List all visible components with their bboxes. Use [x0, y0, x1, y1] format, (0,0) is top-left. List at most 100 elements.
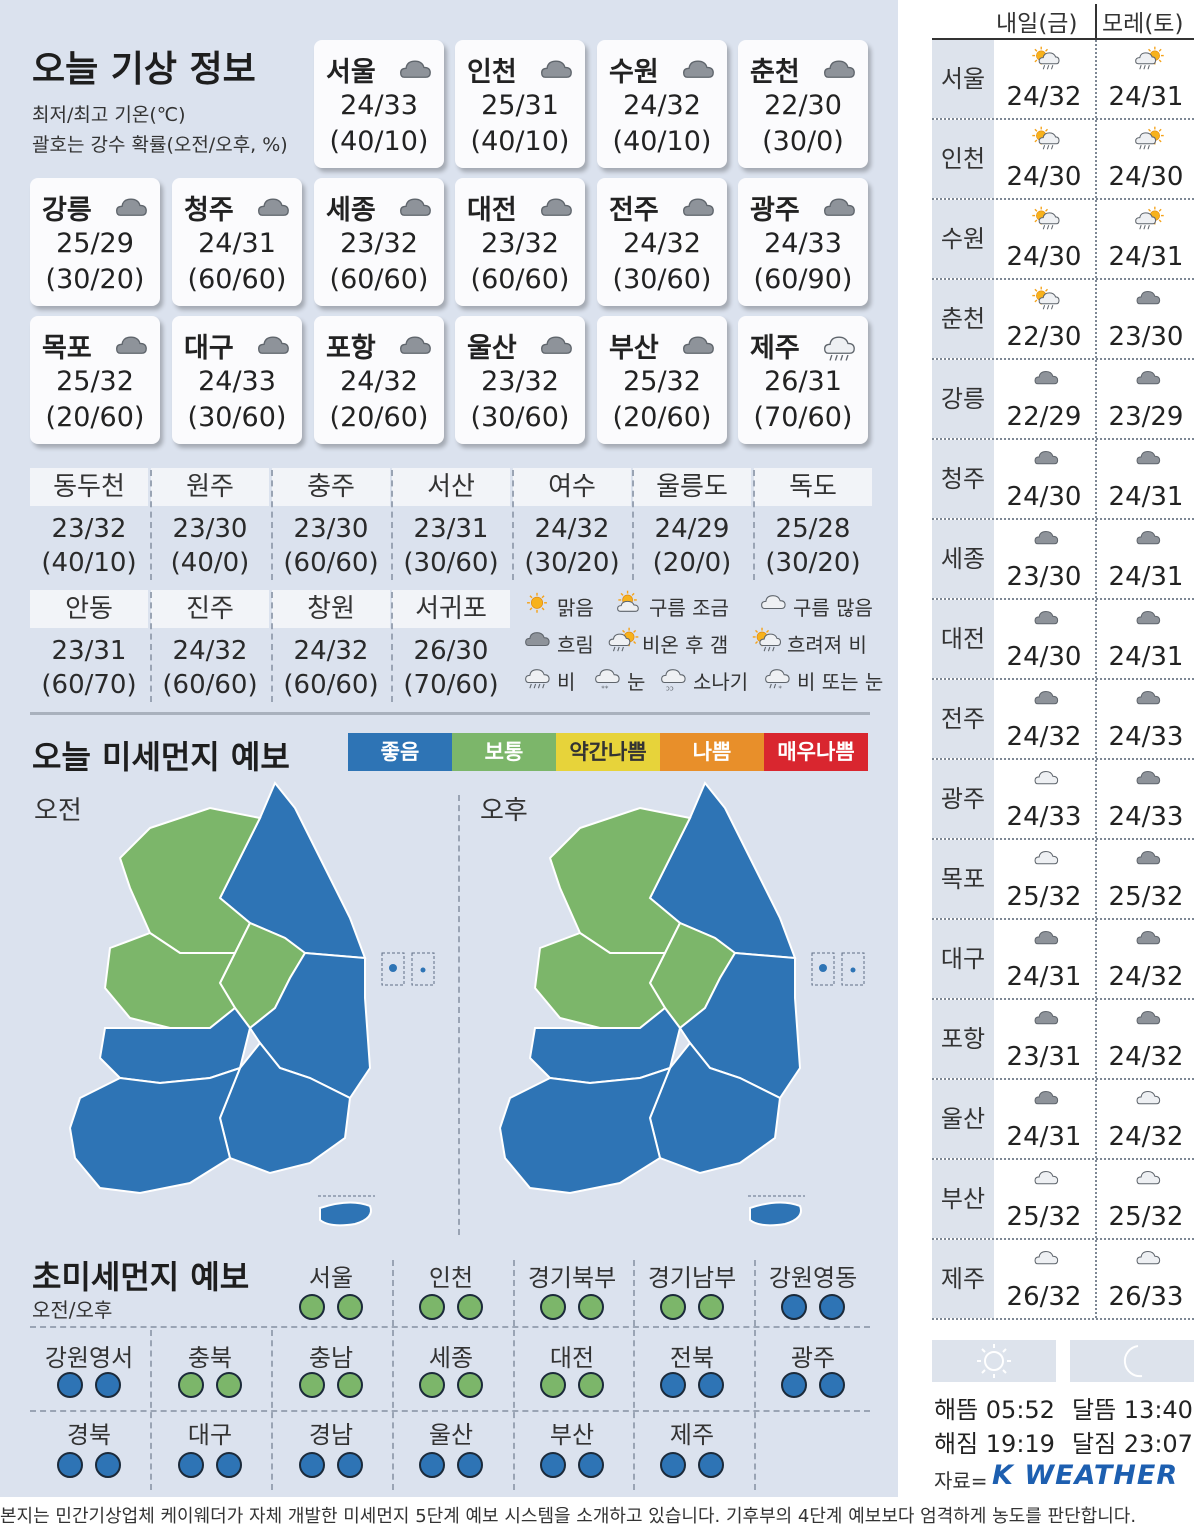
grid-city-prob: (60/60)	[162, 670, 258, 700]
pm25-region-name: 충남	[308, 1344, 354, 1372]
city-prob: (30/0)	[762, 126, 844, 157]
forecast-temp: 24/32	[1108, 962, 1184, 992]
pm25-pm-dot	[337, 1372, 363, 1398]
pm25-am-dot	[299, 1372, 325, 1398]
forecast-city: 서울	[932, 40, 994, 118]
forecast-tomorrow: 23/30	[994, 520, 1094, 598]
forecast-city: 부산	[932, 1160, 994, 1238]
grid-city: 독도 25/28 (30/20)	[754, 468, 872, 580]
sun-rain-icon	[1030, 126, 1062, 156]
source-prefix: 자료=	[934, 1469, 988, 1493]
pm25-dots	[633, 1452, 751, 1478]
forecast-day-after: 24/31	[1096, 520, 1196, 598]
city-prob: (20/60)	[45, 402, 145, 433]
cloud-outline-icon	[1132, 1246, 1164, 1276]
forecast-temp: 24/30	[1108, 162, 1184, 192]
legend-rain-sun: 비온 후 갬	[605, 627, 728, 659]
cloud-icon	[1030, 926, 1062, 956]
pm25-dots	[392, 1294, 510, 1320]
forecast-tomorrow: 25/32	[994, 1160, 1094, 1238]
ulleung-island	[819, 964, 827, 972]
sun-icon	[977, 1344, 1011, 1378]
grid-city-temp: 25/28	[775, 514, 851, 544]
sun-box	[932, 1340, 1056, 1382]
pm25-dots	[633, 1294, 751, 1320]
grid-city-name: 동두천	[30, 468, 148, 506]
cloud-icon	[1030, 446, 1062, 476]
forecast-temp: 24/31	[1006, 1122, 1082, 1152]
dust-map-pm	[498, 781, 865, 1227]
grid-city-temp: 24/29	[654, 514, 730, 544]
pm25-dots	[151, 1372, 269, 1398]
forecast-city: 제주	[932, 1240, 994, 1318]
grid-city: 창원 24/32 (60/60)	[272, 590, 390, 702]
city-temp: 23/32	[340, 228, 418, 259]
pm25-am-dot	[660, 1452, 686, 1478]
forecast-day-after: 24/33	[1096, 680, 1196, 758]
forecast-sep	[1095, 360, 1097, 438]
pm25-region-name: 경남	[308, 1421, 354, 1449]
forecast-sep	[1095, 40, 1097, 118]
forecast-tomorrow: 24/30	[994, 600, 1094, 678]
pm25-am-dot	[540, 1452, 566, 1478]
cloud-outline-icon	[756, 590, 790, 622]
sleet-icon: *	[760, 664, 794, 696]
forecast-tomorrow: 26/32	[994, 1240, 1094, 1318]
forecast-city: 인천	[932, 120, 994, 198]
pm25-divider	[392, 1260, 394, 1326]
city-prob: (40/10)	[329, 126, 429, 157]
moonset: 달짐 23:07	[1072, 1430, 1193, 1458]
dust-title: 오늘 미세먼지 예보	[32, 738, 290, 776]
cloud-icon	[394, 330, 436, 368]
pm25-pm-dot	[216, 1452, 242, 1478]
city-card: 대구 24/33 (30/60)	[172, 316, 302, 444]
pm25-dots	[513, 1294, 631, 1320]
legend-label: 구름 많음	[793, 595, 873, 620]
forecast-temp: 24/30	[1006, 162, 1082, 192]
city-temp: 22/30	[764, 90, 842, 121]
cloud-icon	[1132, 686, 1164, 716]
pm25-region-name: 전북	[669, 1344, 715, 1372]
grid-city-prob: (40/0)	[170, 548, 250, 578]
forecast-temp: 25/32	[1006, 1202, 1082, 1232]
pm25-dots	[633, 1372, 751, 1398]
pm25-dots	[754, 1294, 872, 1320]
legend-cloud-outline: 구름 많음	[756, 590, 873, 622]
pm25-dots	[513, 1452, 631, 1478]
grid-city-prob: (60/70)	[41, 670, 137, 700]
pm25-region-name: 제주	[669, 1421, 715, 1449]
city-prob: (20/60)	[612, 402, 712, 433]
legend-cloud: 흐림	[520, 627, 594, 659]
forecast-city: 울산	[932, 1080, 994, 1158]
city-prob: (20/60)	[329, 402, 429, 433]
pm25-dots	[392, 1452, 510, 1478]
pm25-region-name: 울산	[428, 1421, 474, 1449]
cloud-icon	[1030, 606, 1062, 636]
forecast-day-after: 23/30	[1096, 280, 1196, 358]
city-temp: 25/32	[623, 366, 701, 397]
city-temp: 23/32	[481, 228, 559, 259]
rain-sun-icon	[1132, 46, 1164, 76]
forecast-row: 수원 24/30 24/31	[932, 200, 1194, 280]
sun-cloud-icon	[612, 590, 646, 622]
city-prob: (30/60)	[470, 402, 570, 433]
pm25-pm-dot	[578, 1294, 604, 1320]
pm25-divider	[633, 1260, 635, 1326]
sunrise: 해뜸 05:52	[934, 1396, 1055, 1424]
ulleung-box	[381, 952, 405, 986]
cloud-icon	[1132, 286, 1164, 316]
city-prob: (60/90)	[753, 264, 853, 295]
scale-0: 좋음	[348, 733, 452, 771]
pm25-pm-dot	[819, 1372, 845, 1398]
forecast-temp: 24/33	[1108, 802, 1184, 832]
forecast-sep	[1095, 200, 1097, 278]
city-name: 광주	[750, 195, 800, 226]
forecast-temp: 24/32	[1006, 82, 1082, 112]
snow-icon: **	[590, 664, 624, 696]
pm25-region-name: 인천	[428, 1264, 474, 1292]
grid-city-name: 진주	[151, 590, 269, 628]
forecast-temp: 24/32	[1108, 1122, 1184, 1152]
scale-3: 나쁨	[660, 733, 764, 771]
forecast-temp: 24/30	[1006, 482, 1082, 512]
grid-divider	[150, 470, 152, 580]
